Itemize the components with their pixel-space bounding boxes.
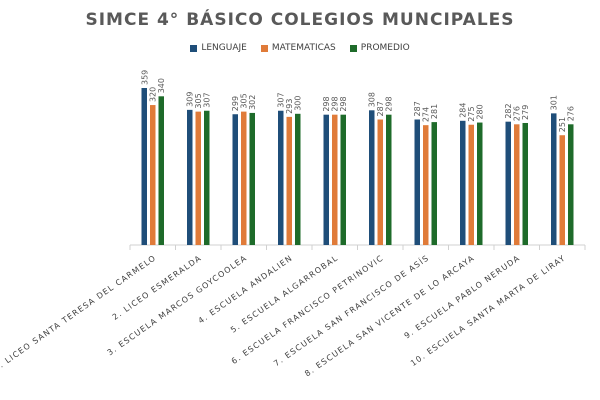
bar-lenguaje-1 [141, 88, 147, 245]
data-label-matematicas-10: 251 [558, 117, 567, 132]
data-label-promedio-5: 298 [339, 96, 348, 111]
data-label-lenguaje-9: 282 [504, 103, 513, 118]
legend-swatch-lenguaje [190, 44, 198, 52]
data-label-lenguaje-7: 287 [413, 101, 422, 116]
legend-swatch-matematicas [260, 44, 268, 52]
data-label-lenguaje-8: 284 [459, 103, 468, 118]
data-label-promedio-6: 298 [385, 96, 394, 111]
legend-item-lenguaje: LENGUAJE [190, 43, 247, 53]
data-label-promedio-10: 276 [567, 106, 576, 121]
data-label-lenguaje-6: 308 [368, 92, 377, 107]
bar-promedio-4 [295, 113, 301, 245]
data-label-promedio-8: 280 [476, 104, 485, 119]
data-label-lenguaje-1: 359 [140, 70, 149, 85]
data-label-lenguaje-2: 309 [186, 92, 195, 107]
bar-matematicas-10 [559, 135, 565, 245]
data-label-promedio-7: 281 [430, 104, 439, 119]
bar-lenguaje-8 [460, 120, 466, 245]
legend-label-promedio: PROMEDIO [360, 43, 410, 53]
data-label-lenguaje-3: 299 [231, 96, 240, 111]
data-label-promedio-1: 340 [157, 78, 166, 93]
bar-lenguaje-3 [232, 114, 238, 245]
bar-lenguaje-9 [505, 121, 511, 245]
data-label-matematicas-5: 298 [331, 96, 340, 111]
legend-item-matematicas: MATEMATICAS [260, 43, 336, 53]
data-label-matematicas-1: 320 [149, 87, 158, 102]
bar-lenguaje-5 [323, 114, 329, 245]
bar-promedio-2 [204, 110, 210, 246]
bar-matematicas-8 [468, 124, 474, 245]
data-label-matematicas-9: 276 [513, 106, 522, 121]
bar-matematicas-1 [150, 105, 156, 245]
data-label-promedio-2: 307 [203, 92, 212, 107]
bar-lenguaje-6 [369, 110, 375, 245]
bar-promedio-7 [431, 122, 437, 245]
x-tick-label-2: 2. LICEO ESMERALDA [111, 253, 204, 322]
bar-lenguaje-4 [278, 110, 284, 246]
bar-matematicas-3 [241, 111, 247, 245]
data-label-lenguaje-5: 298 [322, 96, 331, 111]
chart-title: SIMCE 4° BÁSICO COLEGIOS MUNCIPALES [85, 10, 515, 30]
bar-promedio-6 [386, 114, 392, 245]
data-label-lenguaje-4: 307 [277, 92, 286, 107]
data-label-matematicas-4: 293 [285, 99, 294, 114]
data-label-matematicas-2: 305 [194, 93, 203, 108]
bar-lenguaje-7 [414, 119, 420, 245]
bar-matematicas-2 [195, 111, 201, 245]
bar-matematicas-4 [286, 116, 292, 245]
data-label-matematicas-8: 275 [467, 106, 476, 121]
bar-matematicas-6 [377, 119, 383, 245]
bar-promedio-9 [522, 122, 528, 245]
data-label-matematicas-6: 287 [376, 101, 385, 116]
bar-promedio-1 [158, 96, 164, 245]
data-label-matematicas-7: 274 [422, 107, 431, 122]
data-label-promedio-4: 300 [294, 96, 303, 111]
bar-matematicas-5 [332, 114, 338, 245]
x-tick-label-10: 10. ESCUELA SANTA MARTA DE LIRAY [409, 253, 567, 368]
legend-swatch-promedio [349, 44, 357, 52]
legend: LENGUAJE MATEMATICAS PROMEDIO [0, 43, 600, 53]
legend-label-matematicas: MATEMATICAS [271, 43, 336, 53]
bar-promedio-10 [568, 124, 574, 245]
x-tick-label-8: 8. ESCUELA SAN VICENTE DE LO ARCAYA [303, 253, 476, 378]
bar-lenguaje-10 [551, 113, 557, 246]
bar-lenguaje-2 [187, 109, 193, 245]
x-tick-label-1: 1. LICEO SANTA TERESA DEL CARMELO [0, 253, 158, 373]
bar-matematicas-7 [423, 125, 429, 245]
legend-label-lenguaje: LENGUAJE [201, 43, 247, 53]
data-label-promedio-9: 279 [521, 105, 530, 120]
data-label-lenguaje-10: 301 [550, 95, 559, 110]
data-label-matematicas-3: 305 [240, 93, 249, 108]
data-label-promedio-3: 302 [248, 95, 257, 110]
x-tick-label-7: 7. ESCUELA SAN FRANCISCO DE ASÍS [271, 252, 431, 369]
bar-matematicas-9 [514, 124, 520, 245]
bar-promedio-8 [477, 122, 483, 245]
bar-promedio-3 [249, 112, 255, 245]
legend-item-promedio: PROMEDIO [349, 43, 410, 53]
bar-promedio-5 [340, 114, 346, 245]
